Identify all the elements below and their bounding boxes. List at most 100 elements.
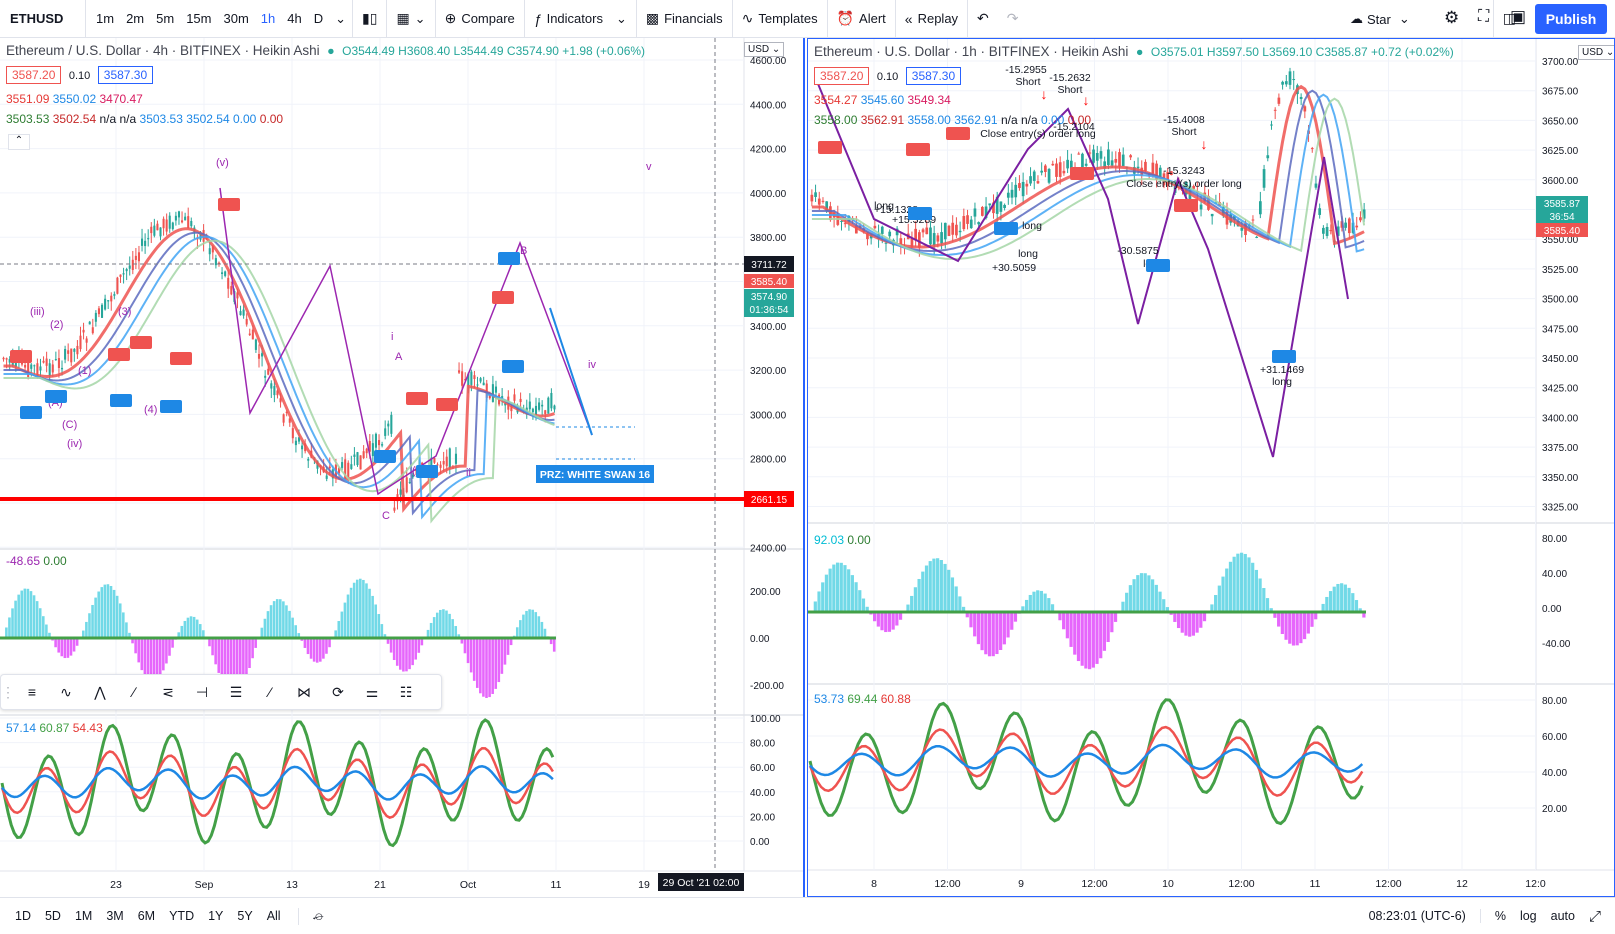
histogram-bar: [947, 569, 951, 612]
projection-line: [549, 307, 593, 436]
drag-handle-icon[interactable]: ⋮: [1, 683, 15, 700]
tf-30m[interactable]: 30m: [223, 11, 249, 26]
histogram-bar: [460, 638, 464, 644]
compare-button[interactable]: ⊕ Compare: [434, 0, 524, 37]
auto-toggle[interactable]: auto: [1550, 909, 1575, 923]
fib-retracement-icon[interactable]: ⚌: [365, 683, 379, 700]
range-5d[interactable]: 5D: [44, 909, 61, 923]
sell-marker: [436, 398, 458, 411]
log-toggle[interactable]: log: [1519, 909, 1537, 923]
left-sell-button[interactable]: 3587.20: [6, 66, 62, 84]
collapse-legend-button[interactable]: ⌃: [8, 134, 30, 150]
undo-button[interactable]: ↶: [967, 0, 998, 37]
right-chart-canvas[interactable]: 3700.003675.003650.003625.003600.003575.…: [808, 39, 1614, 896]
tf-1m[interactable]: 1m: [96, 11, 115, 26]
moving-average-line: [3, 239, 555, 524]
tf-15m[interactable]: 15m: [186, 11, 212, 26]
star-menu[interactable]: ☁ Star ⌄: [1350, 0, 1410, 38]
horizontal-lines-icon[interactable]: ≡: [27, 684, 37, 700]
range-1d[interactable]: 1D: [15, 909, 31, 923]
histogram-bar: [63, 638, 67, 659]
xabcd-pattern-icon[interactable]: ⋈: [297, 683, 311, 700]
tf-2m[interactable]: 2m: [126, 11, 145, 26]
right-chart-pane[interactable]: 3700.003675.003650.003625.003600.003575.…: [807, 38, 1615, 897]
expand-icon[interactable]: ⤢: [1588, 907, 1601, 925]
chevron-down-icon[interactable]: ⌄: [335, 10, 347, 26]
fib-spiral-icon[interactable]: ⟳: [332, 683, 344, 700]
indicators-button[interactable]: ƒ Indicators ⌄: [523, 0, 636, 37]
line-icon[interactable]: ⁄: [268, 684, 272, 700]
right-buy-button[interactable]: 3587.30: [905, 67, 962, 85]
histogram-bar: [288, 610, 291, 638]
range-5y[interactable]: 5Y: [237, 909, 253, 923]
abc-pattern-icon[interactable]: ⋀: [94, 683, 106, 700]
left-chart-canvas[interactable]: 4600.004400.004200.004000.003800.003600.…: [0, 38, 805, 897]
left-currency-button[interactable]: USD ⌄: [744, 42, 785, 57]
alert-button[interactable]: ⏰ Alert: [826, 0, 895, 37]
candle-body: [36, 363, 39, 377]
candle-body: [227, 277, 230, 289]
layout-button[interactable]: ◫: [1492, 0, 1525, 37]
histogram-bar: [552, 638, 556, 652]
range-6m[interactable]: 6M: [137, 909, 156, 923]
candle-body: [144, 240, 147, 247]
trend-line-icon[interactable]: ∕: [132, 684, 136, 700]
camera-icon[interactable]: ▣: [1510, 7, 1527, 26]
left-buy-button[interactable]: 3587.30: [97, 66, 154, 84]
prz-label: PRZ: WHITE SWAN 16: [540, 469, 650, 481]
histogram-bar: [263, 618, 267, 638]
right-sell-button[interactable]: 3587.20: [814, 67, 870, 85]
percent-toggle[interactable]: %: [1494, 909, 1506, 923]
histogram-bar: [828, 568, 832, 612]
range-1m[interactable]: 1M: [74, 909, 93, 923]
candle-body: [888, 231, 892, 237]
publish-button[interactable]: Publish: [1535, 4, 1607, 34]
histogram-bar: [1195, 612, 1199, 633]
fullscreen-icon[interactable]: ⛶: [1478, 8, 1490, 25]
tf-4h[interactable]: 4h: [287, 11, 302, 26]
wave-label: (2): [50, 319, 63, 331]
settings-gear-icon[interactable]: ⚙: [1444, 8, 1460, 27]
left-chart-pane[interactable]: 4600.004400.004200.004000.003800.003600.…: [0, 38, 805, 897]
redo-button[interactable]: ↷: [998, 0, 1028, 37]
replay-button[interactable]: « Replay: [894, 0, 967, 37]
fib-extension-icon[interactable]: ☷: [399, 683, 413, 700]
right-currency-button[interactable]: USD ⌄: [1578, 45, 1614, 60]
histogram-bar: [106, 584, 110, 638]
horizontal-ray-icon[interactable]: ⊣: [195, 683, 209, 700]
long-position-icon[interactable]: ☰: [229, 683, 243, 700]
left-spread: 0.10: [68, 70, 91, 82]
elliott-wave-icon[interactable]: ∿: [60, 683, 72, 700]
goto-date-icon[interactable]: ⌮: [297, 907, 331, 925]
candle-body: [279, 398, 282, 403]
strategy-annotation: Close entry(s) order long: [1126, 178, 1242, 190]
histogram-bar: [1106, 612, 1110, 643]
tf-d[interactable]: D: [313, 11, 324, 26]
candle-body: [513, 394, 516, 401]
tf-1h[interactable]: 1h: [260, 11, 276, 26]
histogram-bar: [303, 638, 307, 648]
candle-style-button[interactable]: ▦ ⌄: [386, 0, 434, 37]
histogram-bar: [340, 611, 344, 638]
templates-button[interactable]: ∿ Templates: [731, 0, 827, 37]
range-ytd[interactable]: YTD: [169, 909, 195, 923]
range-1y[interactable]: 1Y: [208, 909, 224, 923]
histogram-bar: [103, 584, 107, 638]
histogram-bar: [1277, 612, 1281, 627]
candle-body: [1136, 166, 1140, 169]
bar-style-button[interactable]: ▮▯: [352, 0, 386, 37]
tf-5m[interactable]: 5m: [156, 11, 175, 26]
range-3m[interactable]: 3M: [106, 909, 124, 923]
range-all[interactable]: All: [266, 909, 281, 923]
candle-body: [1081, 153, 1084, 169]
time-highlight-tag: [658, 873, 744, 891]
candle-body: [288, 418, 291, 423]
histogram-bar: [180, 625, 184, 638]
financials-button[interactable]: ▩ Financials: [635, 0, 732, 37]
time-tick-label: 13: [286, 879, 298, 891]
histogram-bar: [75, 638, 79, 646]
histogram-bar: [1113, 612, 1118, 622]
symbol-search[interactable]: ETHUSD: [0, 0, 86, 37]
histogram-bar: [954, 586, 958, 612]
pitchfork-icon[interactable]: ⋜: [162, 683, 174, 700]
